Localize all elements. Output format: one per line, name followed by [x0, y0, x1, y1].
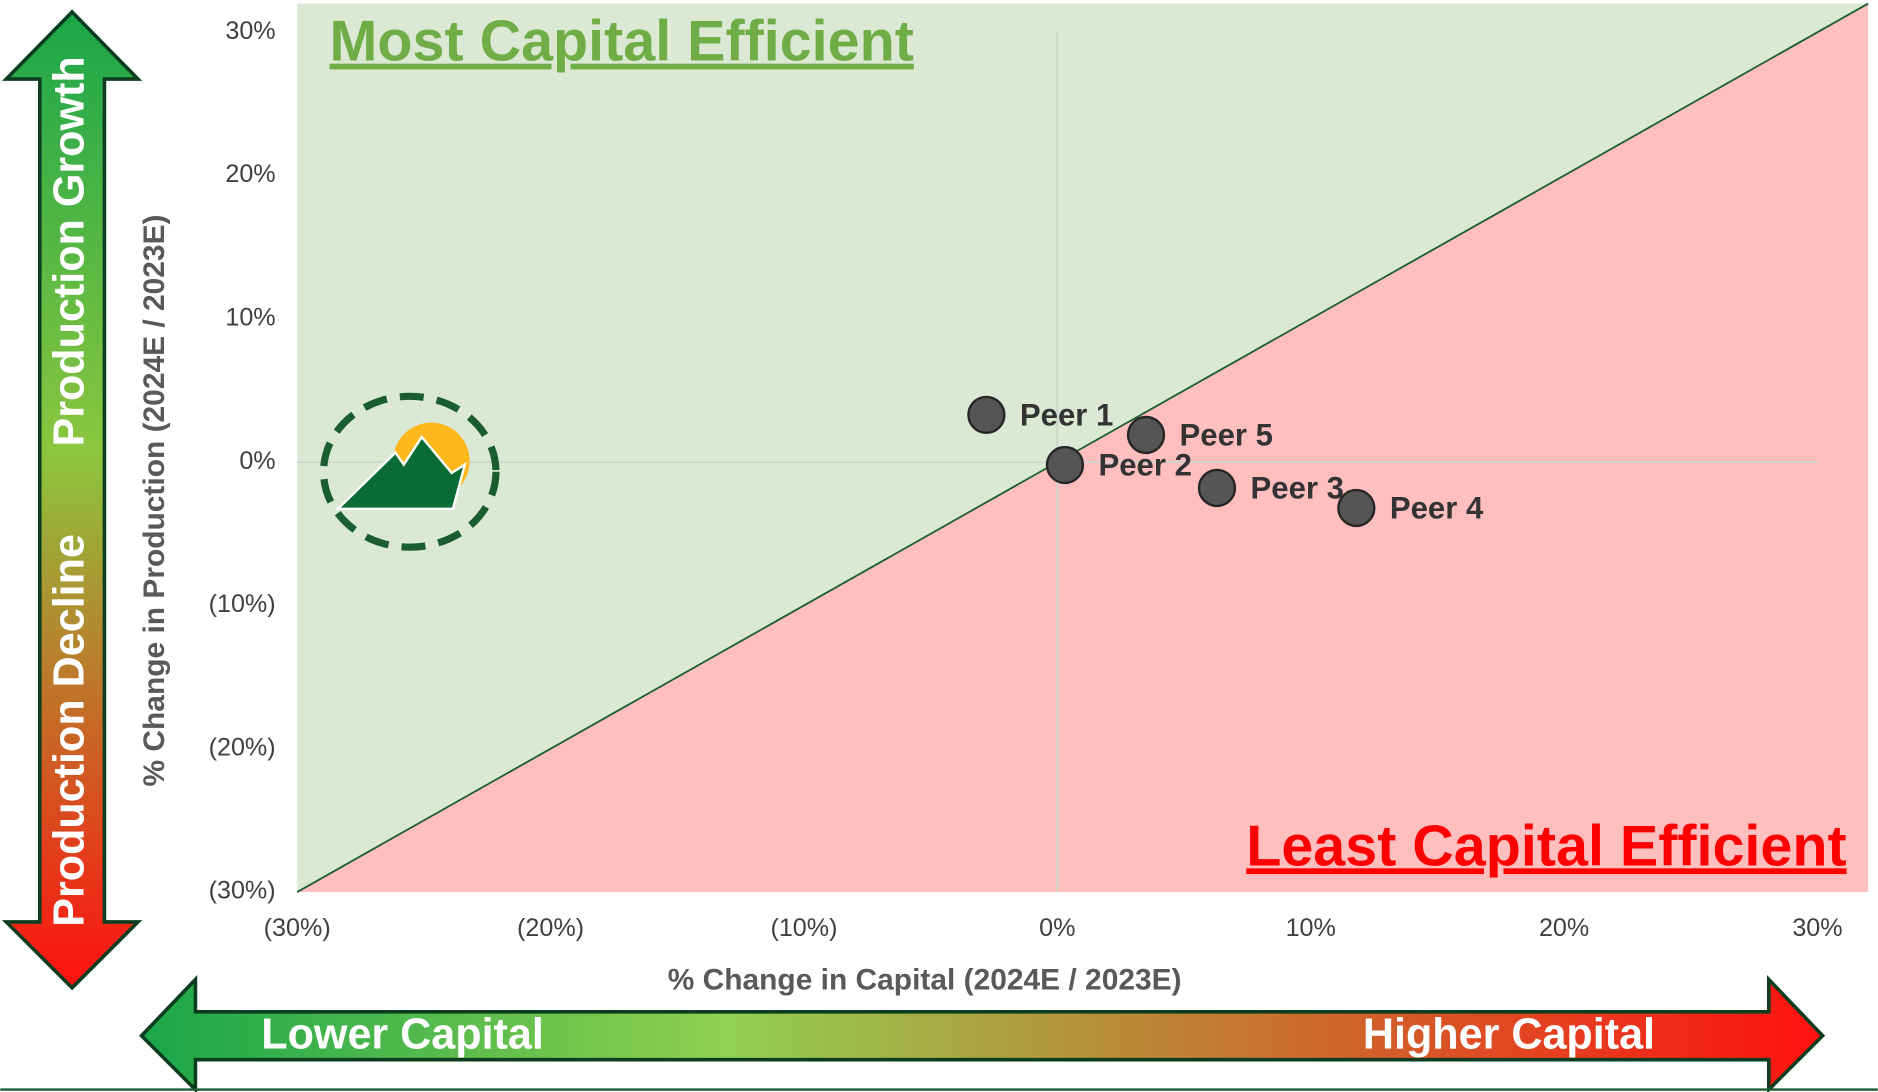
- y-tick-label: (20%): [209, 733, 276, 761]
- x-tick-label: 20%: [1539, 914, 1589, 942]
- x-tick-label: (20%): [517, 914, 584, 942]
- point: [1337, 488, 1376, 528]
- x-tick-label: (30%): [264, 914, 331, 942]
- x-tick-label: (10%): [770, 914, 837, 942]
- point-label: Peer 4: [1390, 491, 1484, 526]
- y-tick-label: 10%: [225, 303, 275, 331]
- vertical-arrow: [1, 9, 143, 991]
- point-label: Peer 1: [1020, 397, 1113, 432]
- point-label: Peer 3: [1251, 471, 1344, 506]
- growth-label: Production Growth: [45, 56, 93, 446]
- x-tick-label: 10%: [1286, 914, 1336, 942]
- y-tick-label: (30%): [209, 877, 276, 905]
- x-axis-title: % Change in Capital (2024E / 2023E): [668, 964, 1182, 997]
- diagonal-line: [296, 2, 1869, 893]
- higher-capital-label: Higher Capital: [1363, 1010, 1655, 1058]
- horizontal-arrow: [139, 974, 1826, 1092]
- point: [1126, 415, 1166, 455]
- decline-label: Production Decline: [45, 534, 93, 927]
- least-efficient-label: Least Capital Efficient: [1246, 814, 1846, 878]
- y-axis-title: % Change in Production (2024E / 2023E): [138, 215, 171, 787]
- point: [1197, 468, 1237, 508]
- logo: [319, 392, 500, 551]
- point-label: Peer 5: [1180, 418, 1273, 453]
- x-tick-label: 30%: [1792, 914, 1842, 942]
- lower-capital-label: Lower Capital: [261, 1010, 544, 1058]
- y-tick-label: 0%: [239, 447, 275, 475]
- y-tick-label: 30%: [225, 17, 275, 45]
- point: [1045, 445, 1085, 485]
- point: [967, 395, 1006, 435]
- most-efficient-label: Most Capital Efficient: [330, 10, 914, 74]
- y-tick-label: 20%: [225, 160, 275, 188]
- y-tick-label: (10%): [209, 590, 276, 618]
- x-tick-label: 0%: [1039, 914, 1075, 942]
